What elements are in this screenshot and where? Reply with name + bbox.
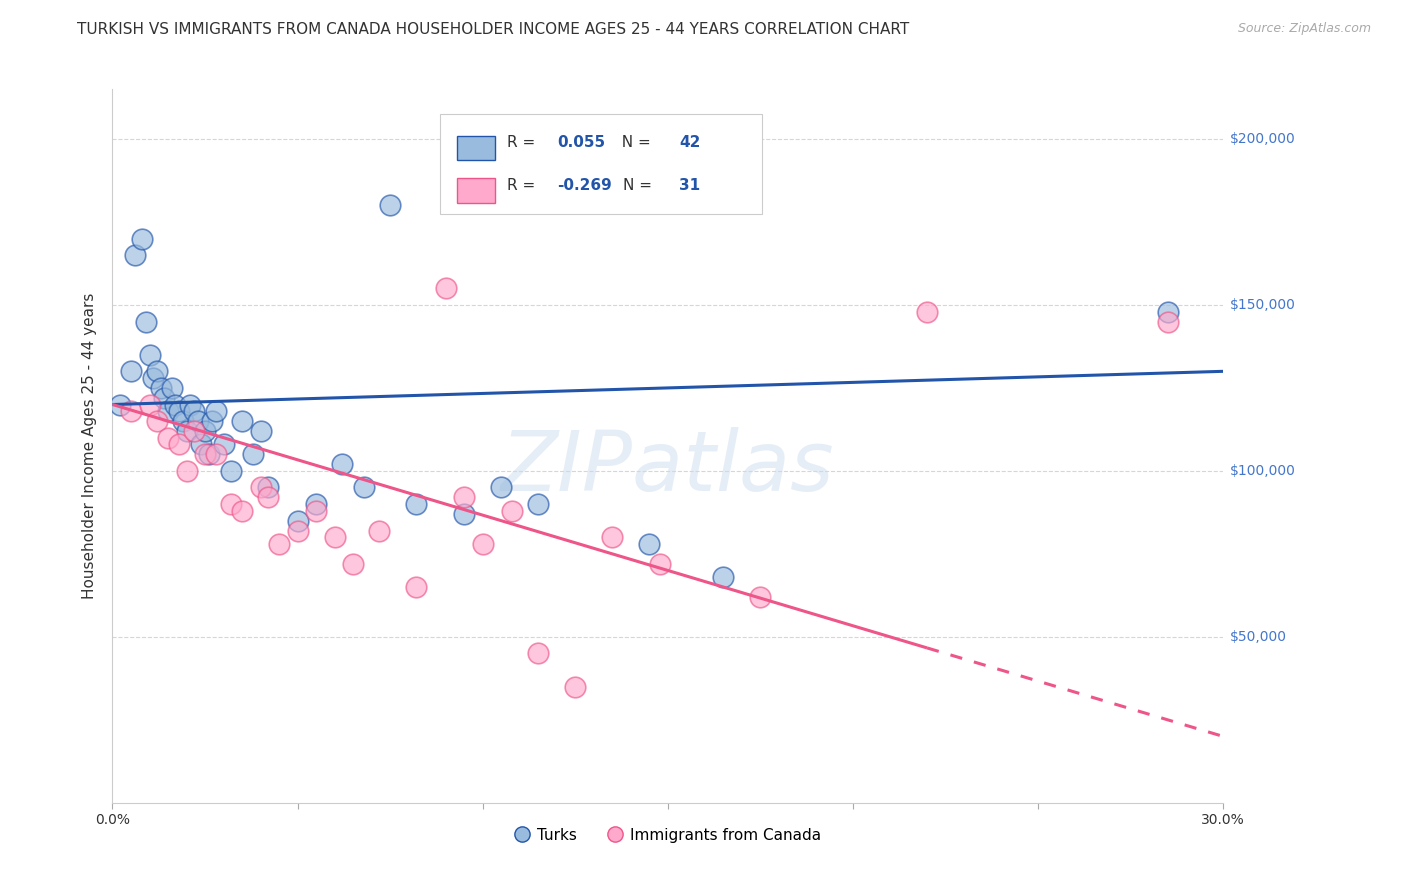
Point [342,557,364,571]
Point [108,397,131,411]
Legend: Turks, Immigrants from Canada: Turks, Immigrants from Canada [508,822,828,848]
Point [323,530,346,544]
Text: 0.055: 0.055 [557,136,605,150]
Text: $200,000: $200,000 [1230,132,1296,146]
Point [120,404,142,418]
FancyBboxPatch shape [440,114,762,214]
Text: $50,000: $50,000 [1230,630,1286,644]
Point [212,437,235,451]
Point [527,497,550,511]
Point [257,481,280,495]
Point [124,248,146,262]
Point [194,447,217,461]
Point [153,391,176,405]
Point [453,491,475,505]
Point [201,414,224,428]
Point [1156,314,1178,328]
Point [287,524,309,538]
Point [231,414,253,428]
Point [187,414,209,428]
Text: 31: 31 [679,178,700,193]
Point [527,647,550,661]
Point [131,231,153,245]
Point [157,431,180,445]
Point [190,437,212,451]
Text: N =: N = [623,178,657,193]
Point [219,464,242,478]
Point [602,530,624,544]
Text: ZIPatlas: ZIPatlas [501,427,835,508]
Point [267,537,291,551]
Point [205,447,228,461]
Point [205,404,228,418]
Point [194,424,217,438]
Text: R =: R = [506,136,540,150]
Point [219,497,242,511]
Point [405,497,427,511]
Point [287,514,309,528]
Point [453,507,475,521]
Text: Source: ZipAtlas.com: Source: ZipAtlas.com [1237,22,1371,36]
Point [179,397,201,411]
Point [491,481,513,495]
Point [242,447,264,461]
Point [183,424,205,438]
Point [146,414,169,428]
Point [434,281,457,295]
Point [749,590,772,604]
Point [713,570,735,584]
Point [120,364,142,378]
Y-axis label: Householder Income Ages 25 - 44 years: Householder Income Ages 25 - 44 years [82,293,97,599]
Point [380,198,402,212]
Point [167,404,190,418]
Text: $100,000: $100,000 [1230,464,1296,478]
Point [138,397,160,411]
Point [405,580,427,594]
Point [1156,304,1178,318]
Point [157,404,180,418]
Point [149,381,172,395]
Point [305,504,328,518]
Text: TURKISH VS IMMIGRANTS FROM CANADA HOUSEHOLDER INCOME AGES 25 - 44 YEARS CORRELAT: TURKISH VS IMMIGRANTS FROM CANADA HOUSEH… [77,22,910,37]
Point [197,447,219,461]
Point [305,497,328,511]
FancyBboxPatch shape [457,178,495,202]
Point [165,397,187,411]
Text: $150,000: $150,000 [1230,298,1296,312]
Point [135,314,157,328]
Point [249,481,271,495]
Point [353,481,375,495]
Point [330,457,353,471]
Point [650,557,672,571]
Point [176,464,198,478]
Point [176,424,198,438]
Point [142,371,165,385]
Point [183,404,205,418]
Point [160,381,183,395]
Point [368,524,391,538]
Point [501,504,523,518]
Text: N =: N = [613,136,657,150]
Text: 42: 42 [679,136,700,150]
Text: -0.269: -0.269 [557,178,612,193]
Point [471,537,494,551]
Point [146,364,169,378]
Point [638,537,661,551]
Point [249,424,271,438]
Point [257,491,280,505]
Point [167,437,190,451]
Point [564,680,586,694]
Point [172,414,194,428]
Point [915,304,938,318]
Point [138,348,160,362]
Point [231,504,253,518]
Text: R =: R = [506,178,540,193]
FancyBboxPatch shape [457,136,495,160]
